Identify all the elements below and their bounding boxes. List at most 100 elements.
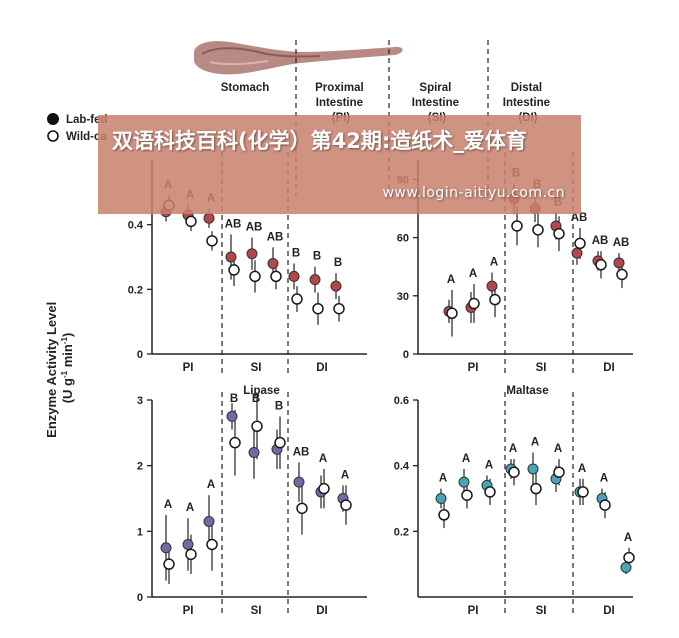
significance-letter: AB bbox=[246, 222, 263, 234]
lab-fed-point bbox=[160, 542, 172, 554]
wild-point bbox=[312, 302, 324, 315]
y-tick-label: 1 bbox=[137, 526, 143, 538]
lab-fed-point bbox=[203, 212, 215, 224]
wild-point bbox=[185, 215, 197, 228]
wild-point bbox=[163, 558, 175, 570]
lab-fed-point bbox=[330, 280, 342, 292]
significance-letter: B bbox=[313, 251, 321, 263]
significance-letter: A bbox=[509, 443, 517, 455]
significance-letter: A bbox=[490, 257, 498, 269]
panel-title: Maltase bbox=[506, 385, 548, 397]
wild-point bbox=[185, 548, 197, 561]
significance-letter: A bbox=[462, 453, 470, 465]
x-category-label: PI bbox=[468, 362, 479, 374]
wild-point bbox=[461, 489, 473, 501]
lab-fed-point bbox=[527, 463, 539, 475]
wild-point bbox=[532, 224, 544, 236]
wild-point bbox=[489, 293, 501, 306]
wild-point bbox=[274, 436, 286, 449]
x-category-label: DI bbox=[316, 362, 328, 374]
x-category-label: SI bbox=[536, 605, 547, 617]
significance-letter: A bbox=[624, 532, 632, 544]
wild-point bbox=[206, 538, 218, 551]
lab-fed-point bbox=[246, 248, 258, 260]
panel-title: Lipase bbox=[243, 385, 279, 397]
legend-lab-fed-marker bbox=[47, 113, 59, 125]
wild-point bbox=[270, 270, 282, 283]
significance-letter: A bbox=[578, 463, 586, 475]
lab-fed-point bbox=[248, 447, 260, 459]
y-tick-label: 0 bbox=[137, 592, 143, 604]
region-stomach-label: Stomach bbox=[221, 82, 270, 94]
y-tick-label: 0.6 bbox=[394, 395, 409, 407]
wild-point bbox=[599, 499, 611, 511]
y-tick-label: 30 bbox=[397, 291, 409, 303]
significance-letter: A bbox=[439, 473, 447, 485]
banner-url[interactable]: www.login-aitiyu.com.cn bbox=[382, 185, 565, 201]
x-category-label: DI bbox=[603, 362, 615, 374]
y-tick-label: 0.4 bbox=[128, 220, 144, 232]
wild-point bbox=[468, 297, 480, 310]
y-tick-label: 2 bbox=[137, 461, 143, 473]
lab-fed-point bbox=[571, 247, 583, 259]
significance-letter: A bbox=[485, 460, 493, 472]
watermark-banner[interactable]: 双语科技百科(化学）第42期:造纸术_爱体育 www.login-aitiyu.… bbox=[98, 115, 581, 214]
lab-fed-point bbox=[182, 538, 194, 550]
x-category-label: SI bbox=[251, 362, 262, 374]
legend-lab-fed-label: Lab-fed bbox=[66, 114, 108, 126]
y-tick-label: 60 bbox=[397, 233, 409, 245]
banner-title: 双语科技百科(化学）第42期:造纸术_爱体育 bbox=[112, 129, 527, 153]
lab-fed-point bbox=[225, 251, 237, 263]
x-category-label: PI bbox=[468, 605, 479, 617]
x-category-label: DI bbox=[316, 605, 328, 617]
lab-fed-point bbox=[267, 257, 279, 269]
wild-point bbox=[484, 486, 496, 498]
significance-letter: A bbox=[469, 268, 477, 280]
wild-point bbox=[446, 307, 458, 320]
wild-point bbox=[249, 270, 261, 283]
panel-bottom-right: 0.2 0.4 0.6 PI SI DI Maltase A A A A A A A A A bbox=[394, 385, 635, 617]
lab-fed-point bbox=[288, 270, 300, 282]
x-category-label: PI bbox=[183, 605, 194, 617]
significance-letter: AB bbox=[613, 237, 630, 249]
lab-fed-point bbox=[435, 493, 447, 504]
significance-letter: A bbox=[319, 453, 327, 465]
lab-fed-point bbox=[458, 476, 470, 488]
wild-point bbox=[616, 268, 628, 281]
significance-letter: B bbox=[334, 257, 342, 269]
lab-fed-point bbox=[293, 476, 305, 488]
wild-point bbox=[574, 237, 586, 250]
wild-point bbox=[251, 420, 263, 433]
significance-letter: AB bbox=[267, 231, 284, 243]
significance-letter: AB bbox=[571, 212, 588, 224]
significance-letter: A bbox=[531, 437, 539, 449]
gut-specimen-illustration bbox=[194, 41, 403, 75]
significance-letter: A bbox=[341, 469, 349, 481]
wild-point bbox=[553, 466, 565, 478]
wild-point bbox=[206, 235, 218, 247]
wild-point bbox=[511, 220, 523, 232]
y-tick-label: 0.2 bbox=[394, 526, 409, 538]
wild-point bbox=[623, 551, 635, 564]
wild-point bbox=[508, 466, 520, 478]
significance-letter: A bbox=[447, 274, 455, 286]
wild-point bbox=[530, 482, 542, 495]
wild-point bbox=[296, 502, 308, 515]
wild-point bbox=[595, 259, 607, 271]
legend-wild-marker bbox=[47, 130, 59, 142]
significance-letter: AB bbox=[293, 446, 310, 458]
y-tick-label: 0.4 bbox=[394, 461, 410, 473]
x-category-label: SI bbox=[251, 605, 262, 617]
lab-fed-point bbox=[309, 274, 321, 286]
wild-point bbox=[291, 293, 303, 305]
legend-wild-label: Wild-ca bbox=[66, 131, 107, 143]
x-category-label: DI bbox=[603, 605, 615, 617]
wild-point bbox=[340, 499, 352, 511]
significance-letter: B bbox=[275, 400, 283, 412]
wild-point bbox=[318, 482, 330, 495]
panel-top-right: 0306090PISIDIAAABBBABABAB bbox=[397, 152, 633, 374]
significance-letter: AB bbox=[225, 218, 242, 230]
x-category-label: SI bbox=[536, 362, 547, 374]
lab-fed-point bbox=[620, 561, 632, 573]
